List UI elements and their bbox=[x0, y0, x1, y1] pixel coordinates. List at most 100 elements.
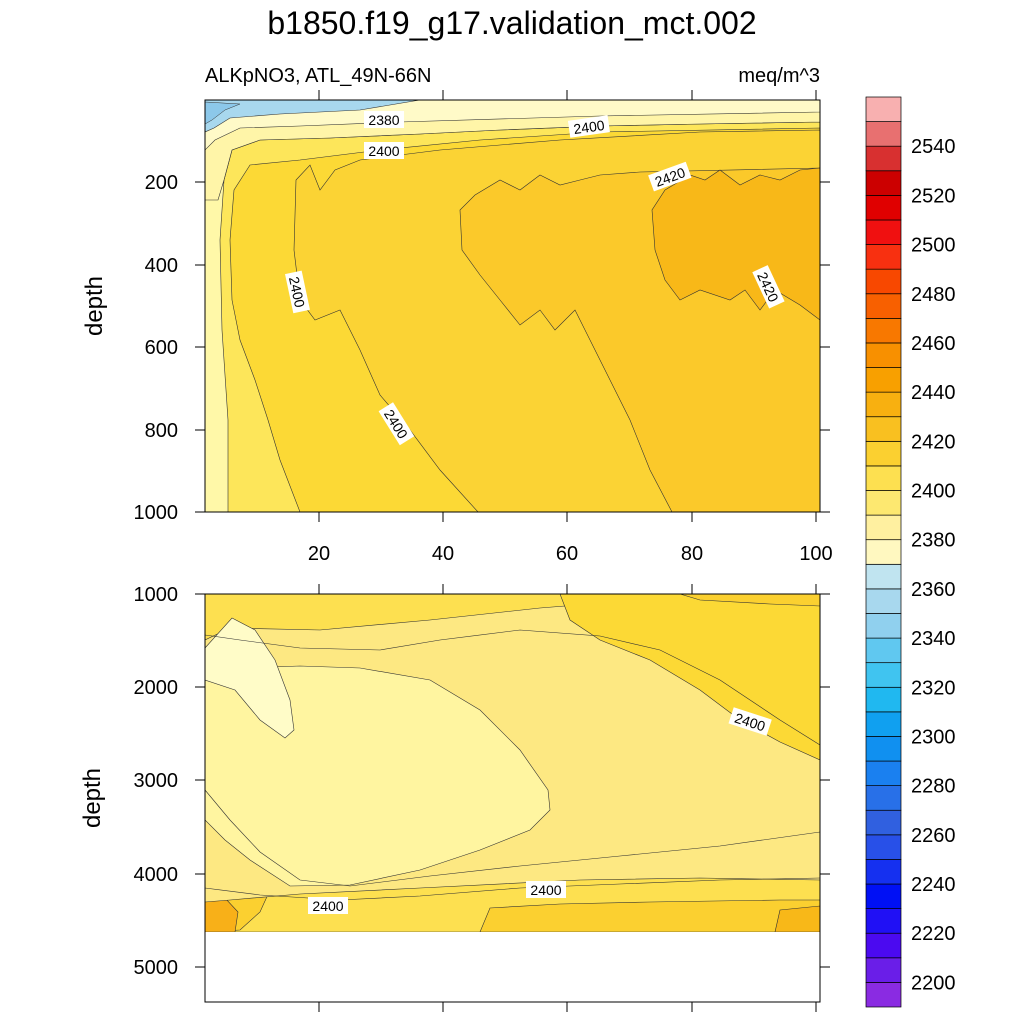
colorbar-tick-label: 2500 bbox=[911, 235, 956, 257]
svg-text:2400: 2400 bbox=[286, 275, 308, 309]
lower-contour-lower bbox=[205, 789, 820, 887]
lower-fill-2420-bottom bbox=[774, 905, 820, 933]
xtick-20: 20 bbox=[308, 543, 330, 565]
colorbar-box bbox=[865, 145, 902, 172]
colorbar-box bbox=[865, 834, 902, 860]
xtick-40: 40 bbox=[432, 543, 454, 565]
lower-y-tick-labels: 1000 2000 3000 4000 5000 bbox=[134, 584, 179, 979]
lower-frame bbox=[204, 593, 821, 1003]
lower-panel bbox=[205, 594, 820, 1002]
lower-fill-2410-right-top bbox=[679, 594, 820, 607]
colorbar-box bbox=[865, 711, 902, 737]
lower-contour-upper bbox=[205, 629, 820, 746]
colorbar-box bbox=[865, 539, 902, 565]
colorbar-box bbox=[865, 121, 902, 147]
contour-label-2400-g: 2400 bbox=[308, 897, 348, 914]
contour-label-2400-c: 2400 bbox=[285, 270, 310, 314]
svg-text:2380: 2380 bbox=[368, 112, 399, 128]
colorbar-tick-label: 2520 bbox=[911, 185, 956, 207]
colorbar-tick-label: 2460 bbox=[911, 333, 956, 355]
colorbar-box bbox=[865, 932, 902, 959]
colorbar-tick-label: 2240 bbox=[911, 874, 956, 896]
chart-title: b1850.f19_g17.validation_mct.002 bbox=[267, 5, 756, 41]
upper-contour-labels: 2380 2400 2400 2400 2420 2420 2400 bbox=[285, 111, 785, 446]
colorbar bbox=[865, 96, 902, 1008]
colorbar-box bbox=[865, 318, 902, 344]
upper-ytick-400: 400 bbox=[145, 255, 178, 277]
colorbar-box bbox=[865, 490, 902, 516]
xtick-80: 80 bbox=[681, 543, 703, 565]
colorbar-box bbox=[865, 908, 902, 934]
colorbar-box bbox=[865, 686, 902, 713]
colorbar-box bbox=[865, 268, 902, 295]
lower-fill-2410-bottom bbox=[479, 899, 820, 933]
colorbar-tick-label: 2200 bbox=[911, 972, 956, 994]
contour-label-2380: 2380 bbox=[364, 111, 404, 128]
upper-ytick-600: 600 bbox=[145, 337, 178, 359]
colorbar-box bbox=[865, 563, 902, 590]
upper-fill-2370-surface bbox=[205, 100, 820, 151]
contour-label-2400-a: 2400 bbox=[364, 142, 404, 159]
lower-y-ticks bbox=[195, 593, 830, 968]
lower-ytick-1000: 1000 bbox=[134, 584, 179, 606]
subtitle-left: ALKpNO3, ATL_49N-66N bbox=[205, 65, 431, 87]
upper-x-ticks bbox=[318, 90, 817, 522]
xtick-60: 60 bbox=[556, 543, 578, 565]
svg-text:2400: 2400 bbox=[530, 882, 561, 898]
upper-ytick-800: 800 bbox=[145, 420, 178, 442]
contour-label-2400-f: 2400 bbox=[526, 881, 566, 898]
colorbar-box bbox=[865, 170, 902, 196]
subtitle-right: meq/m^3 bbox=[738, 65, 820, 87]
colorbar-tick-label: 2300 bbox=[911, 726, 956, 748]
colorbar-box bbox=[865, 514, 902, 541]
upper-fill-2390-surface bbox=[205, 100, 820, 201]
colorbar-tick-label: 2280 bbox=[911, 776, 956, 798]
lower-fill-2380 bbox=[205, 617, 295, 739]
colorbar-tick-label: 2260 bbox=[911, 825, 956, 847]
upper-ytick-1000: 1000 bbox=[134, 502, 179, 524]
colorbar-box bbox=[865, 613, 902, 639]
colorbar-box bbox=[865, 859, 902, 885]
colorbar-box bbox=[865, 391, 902, 418]
colorbar-tick-label: 2540 bbox=[911, 136, 956, 158]
colorbar-box bbox=[865, 342, 902, 368]
lower-y-axis-label: depth bbox=[79, 768, 106, 828]
colorbar-box bbox=[865, 367, 902, 393]
colorbar-box bbox=[865, 440, 902, 467]
upper-x-tick-labels: 20 40 60 80 100 bbox=[308, 543, 833, 565]
colorbar-tick-label: 2220 bbox=[911, 923, 956, 945]
upper-frame bbox=[204, 99, 821, 513]
upper-panel bbox=[205, 100, 820, 512]
colorbar-tick-label: 2340 bbox=[911, 628, 956, 650]
lower-contour-deep bbox=[205, 877, 820, 901]
colorbar-box bbox=[865, 588, 902, 614]
colorbar-box bbox=[865, 760, 902, 786]
svg-text:2400: 2400 bbox=[312, 898, 343, 914]
colorbar-tick-label: 2420 bbox=[911, 431, 956, 453]
colorbar-box bbox=[865, 293, 902, 319]
lower-ytick-5000: 5000 bbox=[134, 957, 179, 979]
xtick-100: 100 bbox=[799, 543, 832, 565]
svg-text:2400: 2400 bbox=[572, 117, 605, 137]
lower-ytick-3000: 3000 bbox=[134, 770, 179, 792]
colorbar-box bbox=[865, 809, 902, 836]
colorbar-box bbox=[865, 957, 902, 983]
colorbar-box bbox=[865, 465, 902, 491]
colorbar-tick-label: 2400 bbox=[911, 481, 956, 503]
svg-text:2400: 2400 bbox=[368, 143, 399, 159]
colorbar-box bbox=[865, 96, 902, 122]
upper-y-ticks bbox=[195, 181, 830, 513]
colorbar-tick-label: 2320 bbox=[911, 677, 956, 699]
upper-fill-2425 bbox=[651, 167, 820, 321]
colorbar-box bbox=[865, 883, 902, 909]
upper-ytick-200: 200 bbox=[145, 172, 178, 194]
colorbar-box bbox=[865, 219, 902, 245]
colorbar-box bbox=[865, 785, 902, 811]
colorbar-tick-label: 2380 bbox=[911, 530, 956, 552]
colorbar-labels: 2200 2220 2240 2260 2280 2300 2320 2340 2360 2380… bbox=[911, 136, 956, 994]
colorbar-tick-label: 2360 bbox=[911, 579, 956, 601]
colorbar-box bbox=[865, 637, 902, 664]
upper-fill-2360-surface bbox=[205, 100, 421, 133]
lower-x-ticks bbox=[318, 584, 817, 1012]
